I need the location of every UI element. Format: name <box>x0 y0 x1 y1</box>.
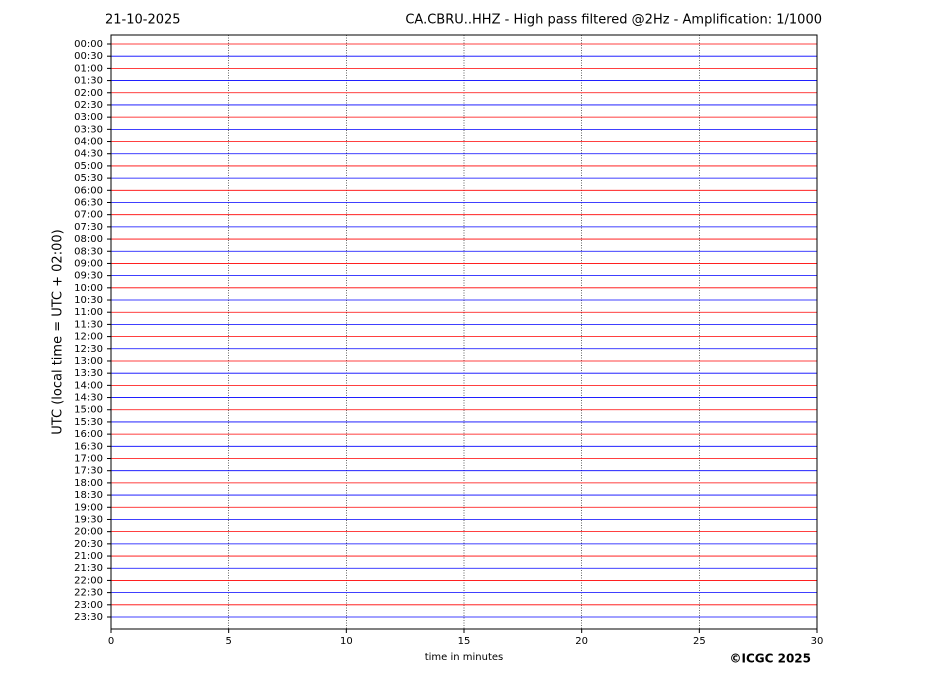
y-tick-label: 20:00 <box>74 527 103 538</box>
y-tick-label: 23:30 <box>74 612 103 623</box>
y-tick-label: 21:00 <box>74 551 103 562</box>
x-tick-label: 20 <box>575 636 588 647</box>
y-tick-label: 07:30 <box>74 222 103 233</box>
chart-title: CA.CBRU..HHZ - High pass filtered @2Hz -… <box>405 13 822 28</box>
y-tick-label: 07:00 <box>74 210 103 221</box>
y-tick-label: 14:30 <box>74 393 103 404</box>
y-tick-label: 10:00 <box>74 283 103 294</box>
y-tick-label: 18:30 <box>74 490 103 501</box>
y-tick-label: 03:30 <box>74 124 103 135</box>
x-tick-label: 0 <box>108 636 114 647</box>
y-tick-label: 11:00 <box>74 307 103 318</box>
y-tick-label: 19:00 <box>74 502 103 513</box>
y-tick-label: 13:00 <box>74 356 103 367</box>
y-tick-label: 18:00 <box>74 478 103 489</box>
y-tick-label: 21:30 <box>74 563 103 574</box>
y-tick-label: 15:30 <box>74 417 103 428</box>
y-tick-label: 06:00 <box>74 185 103 196</box>
y-tick-label: 04:00 <box>74 137 103 148</box>
y-tick-label: 11:30 <box>74 319 103 330</box>
y-tick-label: 10:30 <box>74 295 103 306</box>
x-axis-label: time in minutes <box>425 652 504 663</box>
y-tick-label: 15:00 <box>74 405 103 416</box>
y-tick-label: 03:00 <box>74 112 103 123</box>
y-tick-label: 22:00 <box>74 575 103 586</box>
x-tick-label: 15 <box>458 636 471 647</box>
y-tick-label: 20:30 <box>74 539 103 550</box>
y-tick-label: 12:30 <box>74 344 103 355</box>
y-tick-label: 13:30 <box>74 368 103 379</box>
y-tick-label: 09:00 <box>74 258 103 269</box>
y-axis-label: UTC (local time = UTC + 02:00) <box>51 229 66 434</box>
y-tick-label: 17:30 <box>74 466 103 477</box>
y-tick-label: 04:30 <box>74 149 103 160</box>
y-tick-label: 09:30 <box>74 271 103 282</box>
date-label: 21-10-2025 <box>105 13 181 28</box>
y-tick-label: 02:00 <box>74 88 103 99</box>
plot-frame <box>110 34 818 630</box>
y-tick-label: 08:30 <box>74 246 103 257</box>
x-tick-label: 10 <box>340 636 353 647</box>
y-tick-label: 08:00 <box>74 234 103 245</box>
y-tick-label: 17:00 <box>74 454 103 465</box>
y-tick-label: 12:00 <box>74 332 103 343</box>
x-tick-label: 25 <box>693 636 706 647</box>
y-tick-label: 16:30 <box>74 441 103 452</box>
y-tick-label: 05:30 <box>74 173 103 184</box>
copyright: ©ICGC 2025 <box>729 652 811 666</box>
y-tick-label: 14:00 <box>74 380 103 391</box>
y-tick-label: 00:30 <box>74 51 103 62</box>
y-tick-label: 19:30 <box>74 514 103 525</box>
y-tick-label: 22:30 <box>74 588 103 599</box>
y-tick-label: 06:30 <box>74 197 103 208</box>
y-tick-label: 02:30 <box>74 100 103 111</box>
y-tick-label: 01:30 <box>74 76 103 87</box>
y-tick-label: 23:00 <box>74 600 103 611</box>
y-tick-label: 16:00 <box>74 429 103 440</box>
y-tick-label: 00:00 <box>74 39 103 50</box>
x-tick-label: 30 <box>811 636 824 647</box>
y-tick-label: 05:00 <box>74 161 103 172</box>
y-tick-label: 01:00 <box>74 63 103 74</box>
x-tick-label: 5 <box>225 636 231 647</box>
